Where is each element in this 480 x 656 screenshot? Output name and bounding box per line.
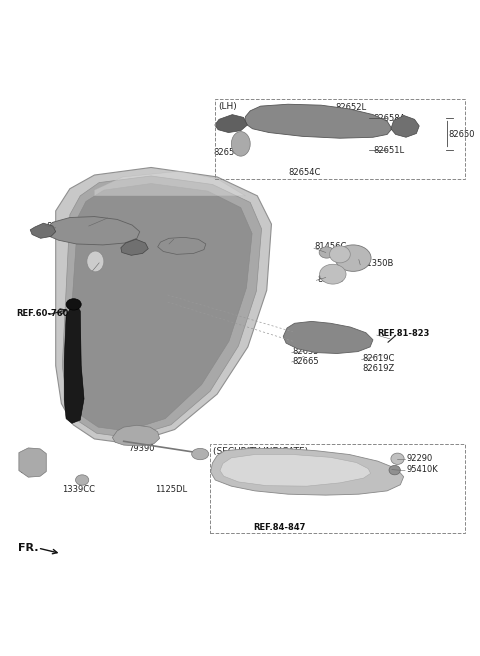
Text: 1339CC: 1339CC (62, 485, 96, 495)
Ellipse shape (391, 453, 404, 464)
Polygon shape (158, 237, 206, 255)
Polygon shape (56, 167, 272, 443)
Polygon shape (211, 449, 404, 495)
Text: 82655: 82655 (293, 347, 319, 356)
Polygon shape (64, 305, 84, 423)
Polygon shape (391, 115, 419, 137)
Text: 81456C: 81456C (314, 242, 347, 251)
Text: 82619Z: 82619Z (362, 363, 395, 373)
Polygon shape (45, 216, 140, 245)
Text: REF.60-760: REF.60-760 (16, 310, 69, 318)
Polygon shape (19, 448, 46, 477)
Text: 82651L: 82651L (373, 146, 404, 155)
Text: 82654C: 82654C (288, 168, 320, 176)
Ellipse shape (87, 251, 104, 272)
Text: FR.: FR. (18, 543, 38, 553)
Polygon shape (62, 176, 262, 438)
Polygon shape (30, 223, 56, 238)
Text: 82658A: 82658A (373, 114, 405, 123)
Text: 92290: 92290 (406, 454, 432, 463)
Polygon shape (68, 184, 252, 431)
Text: 82661R: 82661R (108, 212, 141, 221)
Text: 82664A: 82664A (94, 265, 126, 274)
Text: 81353: 81353 (317, 275, 344, 284)
Text: 81335: 81335 (19, 466, 46, 475)
Text: 79390: 79390 (129, 444, 155, 453)
Text: 82668: 82668 (46, 222, 73, 230)
Ellipse shape (330, 246, 350, 263)
Text: 81350B: 81350B (361, 259, 394, 268)
Polygon shape (95, 171, 245, 195)
Polygon shape (244, 104, 392, 138)
Text: REF.81-823: REF.81-823 (378, 329, 430, 338)
Ellipse shape (75, 475, 89, 485)
Text: 95410K: 95410K (406, 465, 438, 474)
Text: 82654B: 82654B (214, 148, 246, 157)
Ellipse shape (66, 298, 81, 310)
Polygon shape (121, 239, 148, 255)
Text: 82650: 82650 (448, 130, 475, 139)
Text: 1125DL: 1125DL (155, 485, 187, 495)
Ellipse shape (192, 449, 209, 460)
Ellipse shape (335, 245, 371, 272)
Text: (LH): (LH) (218, 102, 237, 112)
Polygon shape (220, 455, 371, 486)
Text: 82652R: 82652R (175, 234, 207, 243)
Ellipse shape (231, 132, 250, 156)
Text: 82619C: 82619C (362, 354, 395, 363)
Ellipse shape (389, 465, 400, 475)
Polygon shape (283, 321, 373, 354)
Text: 82652L: 82652L (335, 102, 366, 112)
Text: (SECURITY INDICATE): (SECURITY INDICATE) (214, 447, 309, 456)
Text: 79380: 79380 (129, 436, 155, 445)
Ellipse shape (319, 247, 334, 258)
Polygon shape (215, 115, 247, 133)
Text: 82665: 82665 (293, 357, 319, 365)
Polygon shape (112, 425, 159, 446)
Text: REF.84-847: REF.84-847 (253, 523, 305, 532)
Ellipse shape (320, 264, 346, 284)
